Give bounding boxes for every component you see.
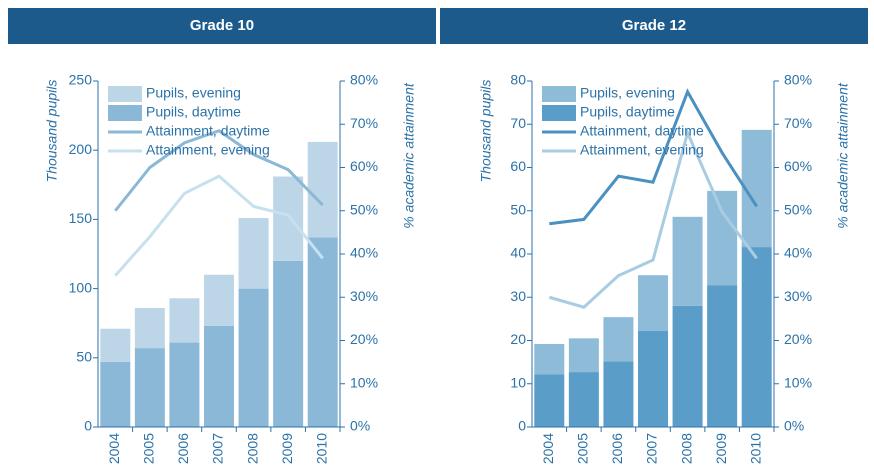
y2-tick-label: 50% [350,201,378,217]
x-tick-label: 2010 [313,433,329,464]
legend-label: Attainment, evening [580,142,704,158]
bar [273,176,304,261]
chart-title: Grade 12 [622,17,686,34]
y2-tick-label: 50% [784,201,812,217]
bar [638,275,668,331]
y2-axis-label: % academic attainment [401,82,417,229]
y-tick-label: 30 [510,288,526,304]
header-bar [440,8,868,44]
x-tick-label: 2007 [210,433,226,464]
chart-title: Grade 10 [190,17,254,34]
y2-tick-label: 0% [784,418,804,434]
y-tick-label: 250 [69,72,93,88]
x-tick-label: 2006 [609,433,625,464]
bar [568,372,599,427]
x-tick-label: 2005 [575,433,591,464]
x-tick-label: 2004 [106,433,122,464]
legend-swatch [108,105,142,121]
y-tick-label: 40 [510,245,526,261]
y2-tick-label: 40% [784,245,812,261]
y-tick-label: 0 [518,418,526,434]
y-tick-label: 200 [69,141,93,157]
y2-tick-label: 10% [784,374,812,390]
line-series [548,128,758,309]
y2-tick-label: 10% [350,374,378,390]
y2-tick-label: 70% [350,115,378,131]
line-series [114,174,324,277]
bar [100,361,131,427]
bar [100,328,131,362]
legend-label: Pupils, daytime [580,104,675,120]
line-series [114,129,324,212]
bar [307,237,338,427]
legend-swatch [542,105,576,121]
x-tick-label: 2007 [644,433,660,464]
legend-label: Pupils, daytime [146,104,241,120]
x-tick-label: 2004 [540,433,556,464]
y2-tick-label: 20% [784,331,812,347]
legend-swatch [108,86,142,102]
line-series [549,88,758,226]
bar [534,343,565,375]
y2-tick-label: 70% [784,115,812,131]
legend-label: Attainment, daytime [580,123,704,139]
legend-swatch [542,86,576,102]
y2-tick-label: 40% [350,245,378,261]
x-tick-label: 2006 [175,433,191,464]
y-tick-label: 150 [69,210,93,226]
y2-tick-label: 30% [784,288,812,304]
bar [307,141,338,238]
bar [638,330,668,427]
x-tick-label: 2010 [747,433,763,464]
legend-label: Pupils, evening [146,85,241,101]
bar [273,260,304,427]
x-tick-label: 2005 [141,433,157,464]
bar [134,307,165,349]
y-tick-label: 80 [510,72,526,88]
y2-tick-label: 60% [784,158,812,174]
y2-tick-label: 60% [350,158,378,174]
y2-tick-label: 80% [784,72,812,88]
y-tick-label: 20 [510,331,526,347]
bar [707,190,738,286]
bar [169,298,200,343]
bar [672,305,703,427]
bar [603,361,634,427]
y-tick-label: 50 [510,201,526,217]
y2-tick-label: 30% [350,288,378,304]
legend-label: Pupils, evening [580,85,675,101]
bar [169,342,200,427]
bar [204,274,234,326]
x-tick-label: 2009 [713,433,729,464]
y-tick-label: 50 [76,349,92,365]
y2-tick-label: 0% [350,418,370,434]
bar [603,317,634,362]
y-axis-label: Thousand pupils [478,80,494,183]
bar [238,218,269,289]
legend-label: Attainment, daytime [146,123,270,139]
y2-tick-label: 80% [350,72,378,88]
y2-axis-label: % academic attainment [835,82,851,229]
bar [204,325,234,427]
y2-tick-label: 20% [350,331,378,347]
x-tick-label: 2008 [678,433,694,464]
header-bar [8,8,436,44]
bar [672,216,703,306]
bar [134,348,165,427]
y-tick-label: 10 [510,374,526,390]
y-tick-label: 0 [84,418,92,434]
y-tick-label: 100 [69,279,93,295]
x-tick-label: 2009 [279,433,295,464]
y-tick-label: 70 [510,115,526,131]
x-tick-label: 2008 [244,433,260,464]
y-axis-label: Thousand pupils [44,80,60,183]
bar [707,285,738,427]
y-tick-label: 60 [510,158,526,174]
bar [568,338,599,373]
bar [741,247,772,427]
bar [238,288,269,427]
legend-label: Attainment, evening [146,142,270,158]
bar [534,374,565,427]
